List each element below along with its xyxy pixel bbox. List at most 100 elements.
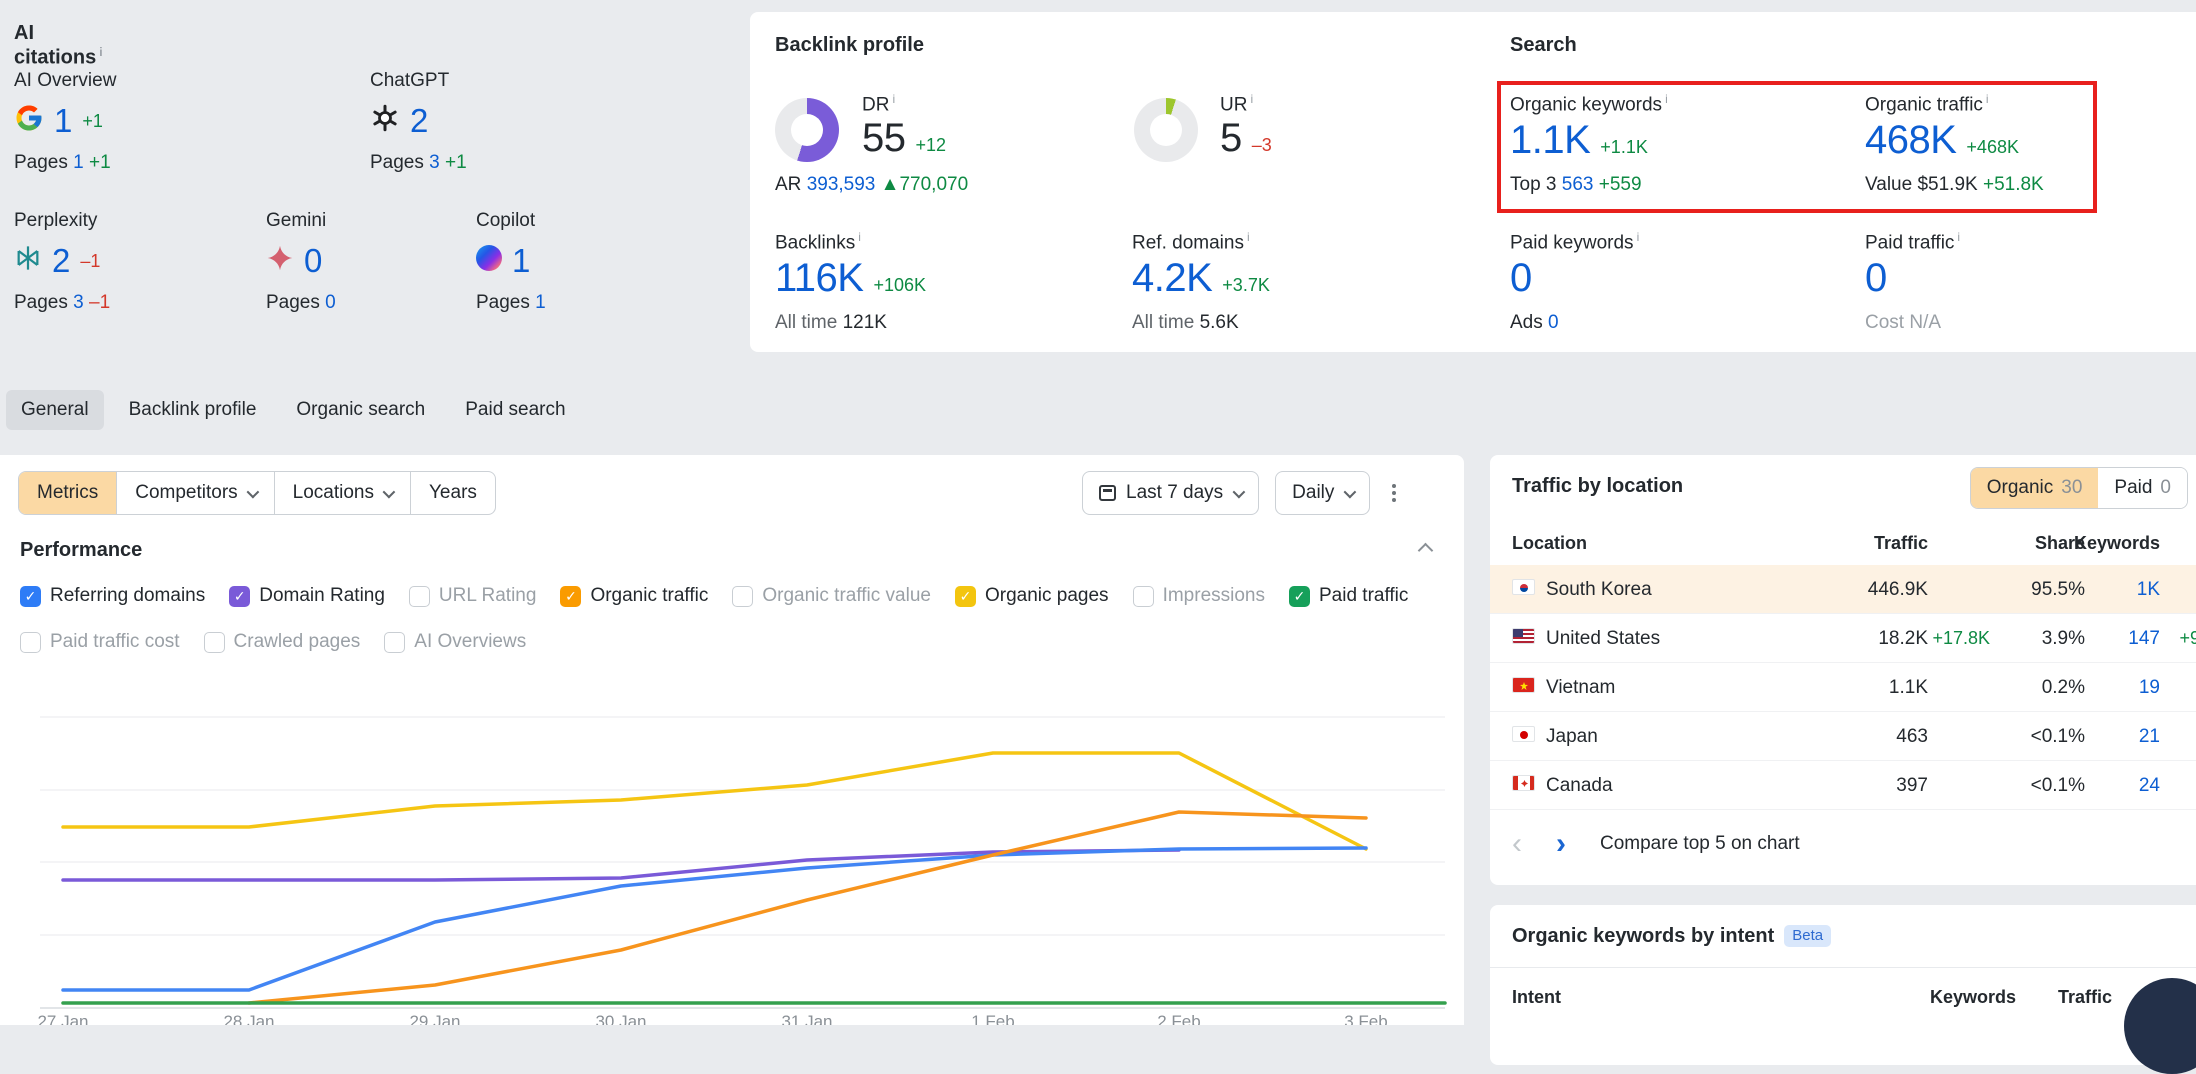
prev-page-icon[interactable]: ‹ [1512,827,1522,860]
ar-value[interactable]: 393,593 [806,174,876,195]
location-keywords[interactable]: 21 [2138,726,2160,747]
metric-checkbox-ai-overviews[interactable]: AI Overviews [384,631,526,653]
compare-top5-label[interactable]: Compare top 5 on chart [1600,833,1800,854]
location-row-canada[interactable]: Canada 397 <0.1% 24 [1490,761,2196,810]
ai-card-value[interactable]: 2 [410,102,429,139]
checkbox-label: Organic traffic value [762,585,931,606]
filter-competitors[interactable]: Competitors [116,472,273,514]
ai-card-value[interactable]: 1 [54,102,73,139]
ai-card-value[interactable]: 0 [304,242,323,279]
ai-card-pages: Pages 1 [476,292,546,313]
toggle-organic[interactable]: Organic 30 [1970,468,2099,508]
location-keywords[interactable]: 19 [2138,677,2160,698]
performance-line-chart[interactable]: 27 Jan 28 Jan 29 Jan 30 Jan 31 Jan 1 Feb 2 Feb… [0,455,1464,1025]
next-page-icon[interactable]: › [1556,827,1566,860]
filter-metrics[interactable]: Metrics [19,472,117,514]
ur-label: UR i [1220,92,1254,116]
metric-checkbox-organic-traffic-value[interactable]: Organic traffic value [732,585,931,607]
info-icon[interactable]: i [1636,230,1640,244]
checkbox-icon: ✓ [1288,585,1310,607]
top3-value[interactable]: 563 [1561,174,1594,195]
metric-checkbox-organic-pages[interactable]: ✓ Organic pages [954,585,1109,607]
ar-row: AR 393,593 ▲770,070 [775,174,969,195]
info-icon[interactable]: i [99,45,103,59]
ur-delta: –3 [1251,135,1272,155]
checkbox-label: Paid traffic [1318,585,1409,606]
metric-checkbox-domain-rating[interactable]: ✓ Domain Rating [229,585,385,607]
location-row-japan[interactable]: Japan 463 <0.1% 21 [1490,712,2196,761]
svg-text:31 Jan: 31 Jan [781,1012,832,1025]
dr-label: DR i [862,92,896,116]
ai-card-ai-overview: AI Overview 1 +1 Pages 1 +1 [14,70,254,174]
ai-card-delta: +1 [82,110,103,131]
section-tabs: General Backlink profile Organic search Pai… [6,390,581,430]
tab-paid-search[interactable]: Paid search [465,399,566,420]
paid-traffic-value[interactable]: 0 [1865,256,1887,300]
ai-card-value[interactable]: 1 [512,242,531,279]
svg-text:29 Jan: 29 Jan [409,1012,460,1025]
location-name: South Korea [1546,579,1652,600]
toggle-paid[interactable]: Paid 0 [2098,468,2187,508]
info-icon[interactable]: i [858,230,861,244]
backlink-profile-title: Backlink profile [775,34,924,56]
beta-badge: Beta [1784,925,1832,947]
location-keywords[interactable]: 147 [2128,628,2160,649]
tab-organic-search[interactable]: Organic search [296,399,426,420]
info-icon[interactable]: i [1246,230,1250,244]
filter-locations[interactable]: Locations [273,472,410,514]
organic-keywords-value[interactable]: 1.1K [1510,118,1591,162]
location-row-united-states[interactable]: United States 18.2K+17.8K 3.9% 147 +92 [1490,614,2196,663]
metric-checkbox-url-rating[interactable]: URL Rating [408,585,536,607]
location-share: 95.5% [2031,579,2085,600]
granularity-button[interactable]: Daily [1275,471,1371,515]
location-keywords[interactable]: 24 [2138,775,2160,796]
location-share: <0.1% [2030,775,2085,796]
backlink-search-card: Backlink profile DR i 55 +12 AR 393,593 ▲… [750,12,2196,352]
checkbox-label: Domain Rating [259,585,385,606]
tab-backlink-profile[interactable]: Backlink profile [128,399,257,420]
traffic-by-location-title: Traffic by location [1512,475,1684,497]
tab-general[interactable]: General [6,390,104,430]
filter-years[interactable]: Years [410,472,495,514]
metric-checkbox-referring-domains[interactable]: ✓ Referring domains [20,585,205,607]
metric-checkbox-crawled-pages[interactable]: Crawled pages [203,631,361,653]
location-row-south-korea[interactable]: South Korea 446.9K 95.5% 1K [1490,565,2196,614]
checkbox-label: AI Overviews [414,631,527,652]
cost-row: Cost N/A [1865,312,1942,333]
svg-text:1 Feb: 1 Feb [971,1012,1014,1025]
paid-keywords-value[interactable]: 0 [1510,256,1532,300]
checkbox-icon: ✓ [560,585,582,607]
info-icon[interactable]: i [1250,92,1254,106]
info-icon[interactable]: i [1985,92,1989,106]
date-range-button[interactable]: Last 7 days [1082,471,1260,515]
checkbox-icon: ✓ [954,585,976,607]
location-traffic-delta: +17.8K [1932,628,1990,648]
ur-value: 5 [1220,116,1242,160]
info-icon[interactable]: i [1957,230,1961,244]
location-keywords-delta: +92 [2179,628,2196,648]
checkbox-icon [408,585,430,607]
backlinks-value[interactable]: 116K [775,256,864,300]
organic-traffic-value[interactable]: 468K [1865,118,1957,162]
ref-domains-value[interactable]: 4.2K [1132,256,1213,300]
metric-checkbox-paid-traffic-cost[interactable]: Paid traffic cost [20,631,180,653]
location-traffic: 463 [1896,726,1928,747]
gemini-icon [266,244,294,278]
paid-keywords-label: Paid keywords i [1510,230,1640,254]
info-icon[interactable]: i [892,92,896,106]
info-icon[interactable]: i [1665,92,1668,106]
chatgpt-icon [370,103,400,139]
backlinks-delta: +106K [873,275,927,295]
location-keywords[interactable]: 1K [2136,579,2160,600]
svg-text:27 Jan: 27 Jan [37,1012,88,1025]
svg-text:30 Jan: 30 Jan [595,1012,646,1025]
location-row-vietnam[interactable]: Vietnam 1.1K 0.2% 19 [1490,663,2196,712]
metric-checkbox-impressions[interactable]: Impressions [1132,585,1265,607]
checkbox-label: Crawled pages [233,631,361,652]
ai-card-value[interactable]: 2 [52,242,71,279]
metric-checkbox-paid-traffic[interactable]: ✓ Paid traffic [1288,585,1409,607]
ai-citations-title: AI citations i [14,22,103,69]
checkbox-icon: ✓ [229,585,251,607]
more-options-button[interactable] [1386,478,1402,508]
metric-checkbox-organic-traffic[interactable]: ✓ Organic traffic [560,585,708,607]
